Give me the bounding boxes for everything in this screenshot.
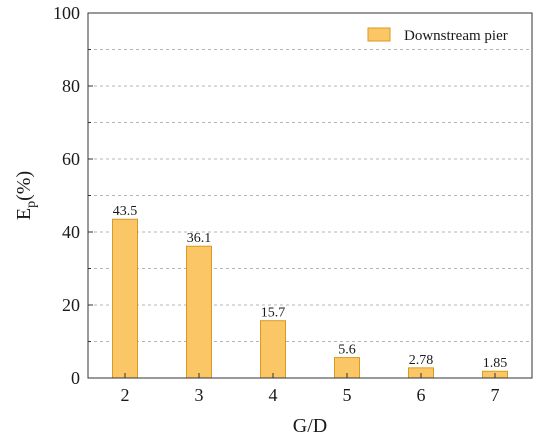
grid-lines [88, 49, 532, 342]
bar-2 [112, 218, 138, 379]
x-tick-label: 6 [417, 385, 426, 405]
bar-value-label: 1.85 [483, 356, 508, 371]
y-tick-label: 100 [53, 3, 80, 23]
y-axis-title-subscript: p [24, 201, 39, 208]
x-tick-label: 7 [491, 385, 500, 405]
y-tick-label: 0 [71, 368, 80, 388]
x-tick-label: 5 [343, 385, 352, 405]
bar-value-label: 43.5 [113, 204, 138, 219]
bar-4 [260, 320, 286, 379]
y-tick-label: 80 [62, 76, 80, 96]
legend: Downstream pier [367, 27, 508, 44]
x-tick-label: 4 [269, 385, 278, 405]
x-tick-label: 2 [121, 385, 130, 405]
bar-value-label: 36.1 [187, 231, 212, 246]
y-tick-label: 40 [62, 222, 80, 242]
y-tick-label: 20 [62, 295, 80, 315]
legend-swatch [367, 27, 391, 42]
y-tick-label: 60 [62, 149, 80, 169]
legend-label: Downstream pier [404, 28, 508, 44]
bar-value-label: 2.78 [409, 353, 434, 368]
x-axis-title: G/D [293, 415, 327, 437]
bars [112, 218, 508, 379]
y-axis-title-base: E [13, 208, 35, 220]
x-axis-ticks: 2 3 4 5 6 7 [121, 373, 500, 405]
x-tick-label: 3 [195, 385, 204, 405]
y-axis-title-suffix: (%) [13, 171, 35, 201]
bar-value-label: 15.7 [261, 306, 286, 321]
bar-value-label: 5.6 [338, 343, 356, 358]
y-axis-title: Ep(%) [13, 171, 39, 220]
y-axis-ticks: 0 20 40 60 80 100 [53, 3, 93, 388]
data-labels: 43.5 36.1 15.7 5.6 2.78 1.85 [113, 204, 508, 371]
bar-3 [186, 245, 212, 379]
